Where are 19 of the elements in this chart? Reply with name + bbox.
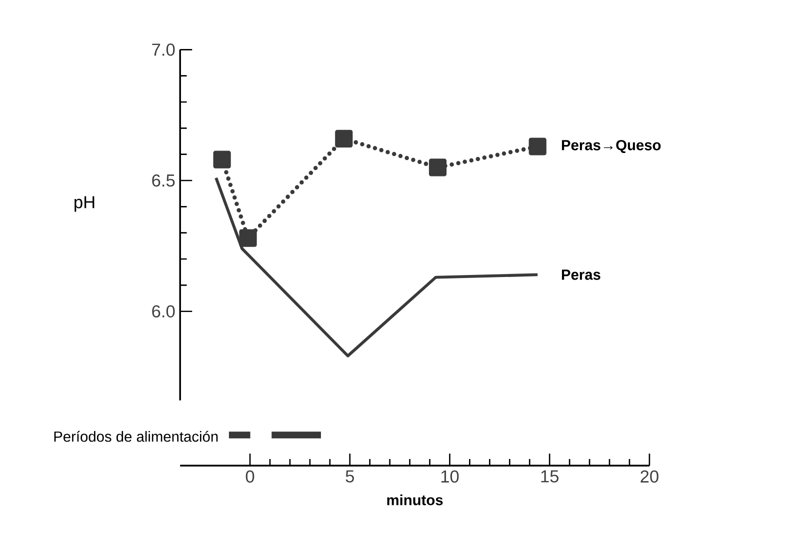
point bbox=[335, 130, 353, 148]
x-tick-label: 10 bbox=[441, 470, 459, 483]
text: Períodos de alimentación bbox=[54, 430, 218, 442]
series-label: Peras bbox=[562, 270, 600, 280]
point bbox=[213, 150, 231, 168]
point bbox=[528, 138, 546, 156]
line-series bbox=[214, 176, 540, 358]
y-tick-label: 6.5 bbox=[152, 174, 175, 187]
point bbox=[428, 158, 447, 176]
y-axis-title: pH bbox=[74, 196, 94, 212]
x-axis-title: minutos bbox=[387, 494, 443, 506]
y-tick-label: 7.0 bbox=[152, 44, 175, 56]
x-tick-label: 0 bbox=[246, 470, 254, 483]
x-tick-label: 20 bbox=[640, 470, 658, 483]
x-tick-label: 15 bbox=[541, 470, 558, 482]
point bbox=[239, 229, 257, 247]
series-label: Peras→Queso bbox=[562, 140, 661, 154]
y-tick-label: 6.0 bbox=[152, 305, 175, 318]
x-tick-label: 5 bbox=[346, 470, 354, 482]
